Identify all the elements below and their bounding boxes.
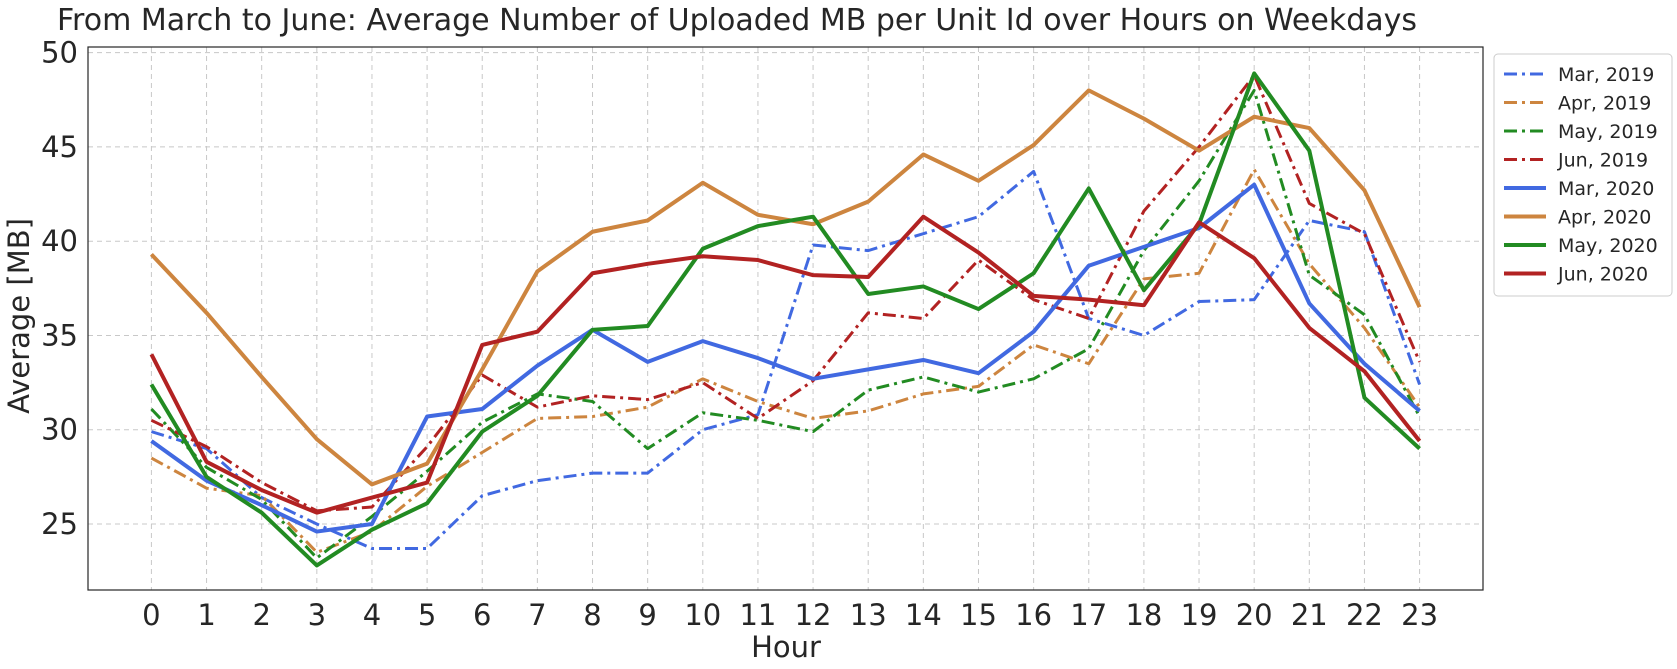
- y-tick-label: 50: [41, 36, 78, 70]
- x-tick-label: 4: [363, 598, 381, 632]
- series-line-jun-2019: [150, 73, 1421, 513]
- legend-label: Apr, 2019: [1558, 93, 1651, 115]
- series-line-mar-2019: [150, 169, 1422, 551]
- chart-title: From March to June: Average Number of Up…: [57, 3, 1417, 38]
- x-tick-label: 23: [1401, 598, 1438, 632]
- x-tick-label: 8: [583, 598, 601, 632]
- grid: [88, 47, 1483, 590]
- y-tick-label: 35: [41, 318, 78, 352]
- legend: Mar, 2019 Apr, 2019 May, 2019 Jun, 2019 Mar,…: [1493, 53, 1673, 297]
- x-tick-label: 17: [1070, 598, 1107, 632]
- x-tick-label: 0: [142, 598, 160, 632]
- x-tick-label: 15: [960, 598, 997, 632]
- x-tick-label: 14: [905, 598, 942, 632]
- legend-box: [1493, 53, 1673, 297]
- plot-frame: [87, 46, 1484, 591]
- x-tick-label: 2: [252, 598, 270, 632]
- series-line-may-2020: [149, 71, 1421, 568]
- x-tick-label: 7: [528, 598, 546, 632]
- series-lines: [149, 71, 1422, 568]
- x-tick-label: 13: [850, 598, 887, 632]
- series-line-jun-2020: [149, 214, 1422, 515]
- x-axis-label: Hour: [751, 630, 821, 664]
- legend-label: May, 2019: [1558, 121, 1658, 143]
- x-tick-label: 19: [1181, 598, 1218, 632]
- y-tick-label: 40: [41, 224, 78, 258]
- legend-label: Mar, 2020: [1558, 178, 1654, 200]
- y-tick-label: 25: [41, 507, 78, 541]
- legend-label: Apr, 2020: [1558, 207, 1651, 229]
- legend-label: Jun, 2020: [1557, 264, 1648, 286]
- y-tick-label: 45: [41, 130, 78, 164]
- x-tick-label: 21: [1291, 598, 1328, 632]
- x-axis-ticks: 0 1 2 3 4 5 6 7 8 9 10 11 12 13 14 15 16 17 18 19 20 21 22 23: [142, 598, 1438, 632]
- legend-label: May, 2020: [1558, 235, 1658, 257]
- x-tick-label: 20: [1236, 598, 1273, 632]
- y-axis-label: Average [MB]: [2, 218, 36, 414]
- x-tick-label: 3: [308, 598, 326, 632]
- x-tick-label: 1: [197, 598, 215, 632]
- x-tick-label: 22: [1346, 598, 1383, 632]
- series-line-apr-2020: [149, 88, 1422, 487]
- series-line-apr-2019: [150, 168, 1421, 554]
- series-line-may-2019: [150, 88, 1421, 560]
- x-tick-label: 12: [795, 598, 832, 632]
- legend-label: Jun, 2019: [1557, 150, 1648, 172]
- y-tick-label: 30: [41, 413, 78, 447]
- x-tick-label: 10: [684, 598, 721, 632]
- x-tick-label: 18: [1125, 598, 1162, 632]
- series-line-mar-2020: [150, 182, 1421, 534]
- x-tick-label: 6: [473, 598, 491, 632]
- x-tick-label: 16: [1015, 598, 1052, 632]
- legend-label: Mar, 2019: [1558, 64, 1654, 86]
- y-axis-ticks: 25 30 35 40 45 50: [41, 36, 78, 541]
- x-tick-label: 11: [739, 598, 776, 632]
- x-tick-label: 9: [638, 598, 656, 632]
- x-tick-label: 5: [418, 598, 436, 632]
